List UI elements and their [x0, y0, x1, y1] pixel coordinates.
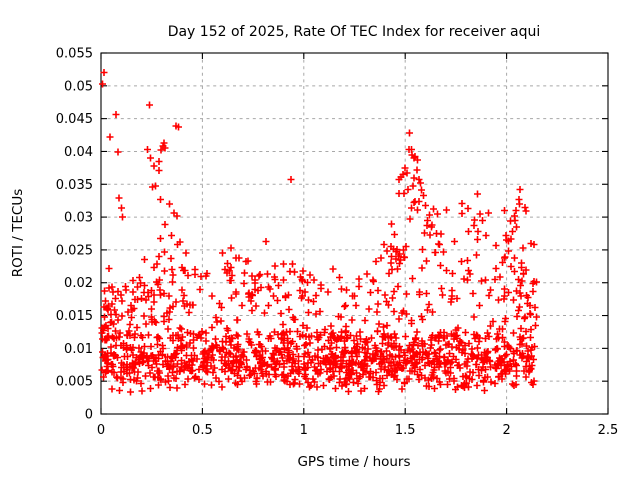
x-tick-label: 0: [97, 423, 105, 438]
x-axis-label: GPS time / hours: [297, 454, 410, 470]
y-tick-label: 0.01: [64, 342, 93, 357]
y-axis-label: ROTI / TECUs: [10, 189, 26, 277]
x-tick-label: 0.5: [192, 423, 213, 438]
y-tick-label: 0.04: [64, 145, 93, 160]
x-tick-label: 1.5: [395, 423, 416, 438]
y-tick-label: 0.035: [56, 178, 93, 193]
y-tick-label: 0.03: [64, 211, 93, 226]
y-tick-label: 0.005: [56, 375, 93, 390]
tick-labels: 0 0.5 1 1.5 2 2.5 0 0.005 0.01 0.015 0.02 0.025 0.03…: [56, 47, 619, 439]
y-tick-label: 0.015: [56, 309, 93, 324]
y-tick-label: 0.02: [64, 276, 93, 291]
x-tick-label: 2: [502, 423, 510, 438]
plot-border: [100, 52, 609, 415]
y-tick-label: 0: [85, 408, 93, 423]
y-tick-label: 0.045: [56, 112, 93, 127]
scatter-points: [98, 69, 540, 396]
y-tick-label: 0.05: [64, 79, 93, 94]
y-tick-label: 0.055: [56, 47, 93, 62]
y-tick-label: 0.025: [56, 243, 93, 258]
x-tick-label: 1: [300, 423, 308, 438]
x-tick-label: 2.5: [598, 423, 619, 438]
grid-lines: [101, 53, 608, 414]
chart-title: Day 152 of 2025, Rate Of TEC Index for r…: [168, 24, 541, 40]
